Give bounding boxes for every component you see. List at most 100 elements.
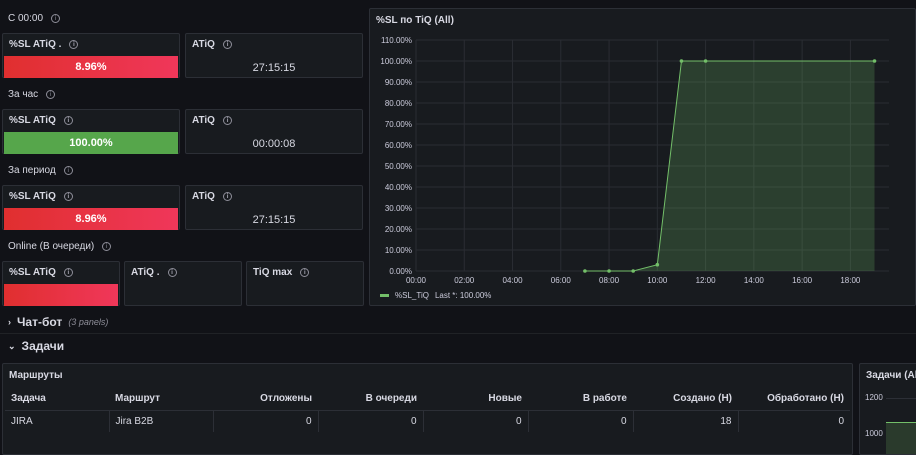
panel-sl-atiq-online: %SL ATiQ i bbox=[2, 261, 120, 306]
table-cell: 0 bbox=[213, 410, 319, 432]
y-tick-label: 30.00% bbox=[385, 204, 412, 213]
panel-tasks-chart: Задачи (All 1200 1000 bbox=[859, 363, 916, 455]
x-tick-label: 12:00 bbox=[696, 276, 717, 285]
column-header[interactable]: Маршрут bbox=[109, 388, 213, 411]
panel-title: %SL ATiQ bbox=[9, 115, 56, 126]
table-cell: Jira B2B bbox=[109, 410, 214, 432]
row-title-online: Online (В очереди) i bbox=[8, 241, 112, 252]
x-tick-label: 16:00 bbox=[792, 276, 813, 285]
x-tick-label: 14:00 bbox=[744, 276, 765, 285]
panel-title: %SL ATiQ . bbox=[9, 39, 62, 50]
data-point bbox=[679, 59, 684, 63]
info-icon[interactable]: i bbox=[167, 268, 177, 277]
y-tick-label: 0.00% bbox=[389, 267, 412, 276]
x-tick-label: 06:00 bbox=[551, 276, 572, 285]
y-tick-label: 50.00% bbox=[385, 162, 412, 171]
panel-sl-atiq-last-hour: %SL ATiQ i 100.00% bbox=[2, 109, 180, 154]
column-header[interactable]: Задача bbox=[5, 388, 109, 411]
data-point bbox=[607, 269, 611, 273]
chart-legend[interactable]: %SL_TiQ Last *: 100.00% bbox=[380, 291, 491, 300]
panel-sl-tiq-chart: %SL по TiQ (All) 0.00% 10.00% 20.00% 30.00%… bbox=[369, 8, 916, 306]
panel-atiq-since-midnight: ATiQ i 27:15:15 bbox=[185, 33, 363, 78]
info-icon[interactable]: i bbox=[222, 116, 232, 125]
y-tick-label: 60.00% bbox=[385, 141, 412, 150]
info-icon[interactable]: i bbox=[300, 268, 310, 277]
row-title-label: За час bbox=[8, 89, 39, 100]
column-header[interactable]: Новые bbox=[423, 388, 528, 411]
y-tick-label: 1000 bbox=[865, 429, 883, 438]
y-tick-label: 110.00% bbox=[381, 36, 412, 45]
stat-value: 8.96% bbox=[4, 208, 178, 230]
row-label: Чат-бот bbox=[17, 315, 63, 329]
table-row: JIRA Jira B2B 0 0 0 0 18 0 bbox=[5, 410, 850, 432]
panel-title: TiQ max bbox=[253, 267, 293, 278]
row-title-last-hour: За час i bbox=[8, 89, 56, 100]
panel-title: ATiQ bbox=[192, 39, 215, 50]
table-header-row: Задача Маршрут Отложены В очереди Новые … bbox=[5, 388, 850, 411]
table-cell: 0 bbox=[318, 410, 424, 432]
table-cell: 0 bbox=[838, 415, 844, 427]
sl-tiq-chart: 0.00% 10.00% 20.00% 30.00% 40.00% 50.00% 60.00… bbox=[380, 36, 889, 285]
chevron-down-icon: ⌄ bbox=[8, 340, 16, 351]
table-cell: 18 bbox=[633, 410, 739, 432]
panel-tiq-max-online: TiQ max i bbox=[246, 261, 364, 306]
info-icon[interactable]: i bbox=[102, 242, 112, 251]
x-tick-label: 08:00 bbox=[599, 276, 620, 285]
y-tick-label: 70.00% bbox=[385, 120, 412, 129]
y-tick-label: 90.00% bbox=[385, 78, 412, 87]
panel-title: Задачи (All bbox=[866, 370, 916, 381]
y-tick-label: 100.00% bbox=[380, 57, 412, 66]
data-point bbox=[583, 269, 587, 273]
info-icon[interactable]: i bbox=[63, 116, 73, 125]
data-point bbox=[631, 269, 635, 273]
chevron-right-icon: › bbox=[8, 317, 11, 327]
info-icon[interactable]: i bbox=[63, 268, 73, 277]
panel-sl-atiq-period: %SL ATiQ i 8.96% bbox=[2, 185, 180, 230]
x-tick-label: 04:00 bbox=[503, 276, 524, 285]
y-tick-label: 20.00% bbox=[385, 225, 412, 234]
info-icon[interactable]: i bbox=[222, 40, 232, 49]
panel-title: Маршруты bbox=[9, 370, 63, 381]
row-chatbot[interactable]: › Чат-бот (3 panels) bbox=[8, 315, 108, 329]
stat-value: 8.96% bbox=[4, 56, 178, 78]
panel-title: %SL ATiQ bbox=[9, 267, 56, 278]
legend-swatch-icon bbox=[380, 294, 389, 297]
y-tick-label: 1200 bbox=[865, 393, 883, 402]
info-icon[interactable]: i bbox=[222, 192, 232, 201]
stat-bar bbox=[4, 284, 118, 306]
data-point bbox=[655, 262, 660, 267]
data-point bbox=[703, 59, 708, 63]
row-title-since-midnight: С 00:00 i bbox=[8, 13, 61, 24]
x-tick-label: 18:00 bbox=[840, 276, 861, 285]
data-point bbox=[872, 59, 877, 63]
panel-routes-table: Маршруты Задача Маршрут Отложены В очере… bbox=[2, 363, 853, 455]
info-icon[interactable]: i bbox=[63, 192, 73, 201]
row-panel-count: (3 panels) bbox=[68, 317, 109, 327]
column-header[interactable]: В очереди bbox=[318, 388, 423, 411]
panel-atiq-period: ATiQ i 27:15:15 bbox=[185, 185, 363, 230]
y-tick-label: 10.00% bbox=[385, 246, 412, 255]
y-tick-label: 80.00% bbox=[385, 99, 412, 108]
series-area bbox=[584, 61, 875, 271]
info-icon[interactable]: i bbox=[63, 166, 73, 175]
column-header[interactable]: Обработано (Н) bbox=[738, 388, 850, 411]
column-header[interactable]: Создано (Н) bbox=[633, 388, 738, 411]
panel-title: ATiQ bbox=[192, 115, 215, 126]
x-tick-label: 02:00 bbox=[454, 276, 475, 285]
table-cell: 0 bbox=[423, 410, 529, 432]
panel-title: ATiQ bbox=[192, 191, 215, 202]
panel-title: ATiQ . bbox=[131, 267, 160, 278]
row-tasks[interactable]: ⌄ Задачи bbox=[8, 339, 64, 353]
info-icon[interactable]: i bbox=[69, 40, 79, 49]
panel-atiq-online: ATiQ . i bbox=[124, 261, 242, 306]
table-cell: JIRA bbox=[5, 410, 110, 432]
stat-value: 00:00:08 bbox=[252, 138, 296, 150]
column-header[interactable]: В работе bbox=[528, 388, 633, 411]
legend-series-name: %SL_TiQ bbox=[395, 291, 429, 300]
info-icon[interactable]: i bbox=[51, 14, 61, 23]
table-cell: 0 bbox=[528, 410, 634, 432]
stat-value: 27:15:15 bbox=[252, 62, 296, 74]
row-title-label: С 00:00 bbox=[8, 13, 44, 24]
info-icon[interactable]: i bbox=[46, 90, 56, 99]
column-header[interactable]: Отложены bbox=[213, 388, 318, 411]
